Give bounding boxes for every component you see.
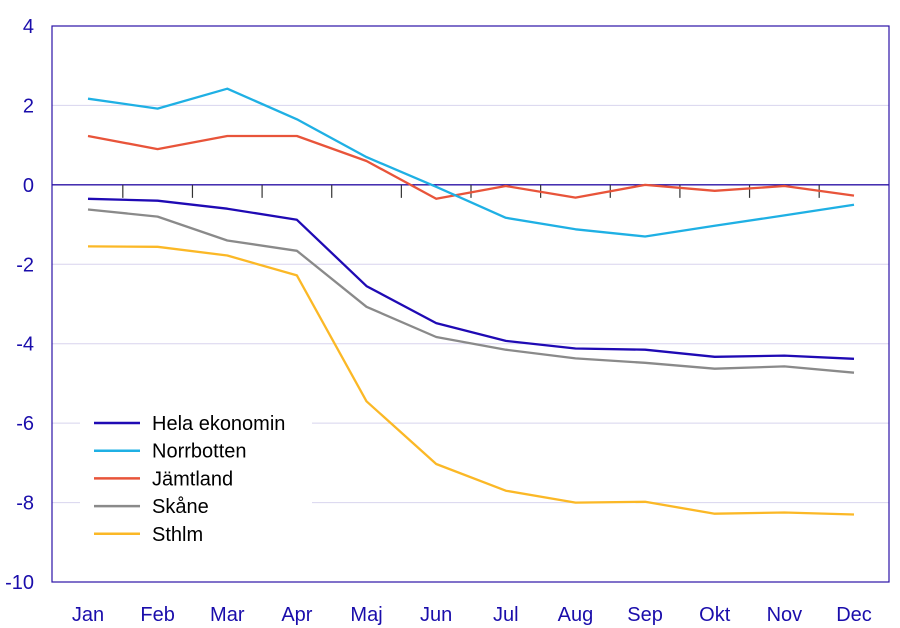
series-line-norrbotten <box>87 87 855 238</box>
y-tick-label: 4 <box>23 16 34 38</box>
x-tick-label: Mar <box>210 604 245 626</box>
x-tick-label: Maj <box>350 604 382 626</box>
legend-label: Jämtland <box>152 468 233 490</box>
y-tick-label: 2 <box>23 95 34 117</box>
x-tick-label: Aug <box>558 604 594 626</box>
y-tick-label: -2 <box>16 254 34 276</box>
series-line-j-mtland <box>87 134 855 200</box>
x-tick-label: Sep <box>627 604 663 626</box>
plot-frame <box>51 25 890 583</box>
series-lines <box>87 87 855 516</box>
y-tick-label: -8 <box>16 493 34 515</box>
y-tick-label: -4 <box>16 334 34 356</box>
x-tick-label: Dec <box>836 604 872 626</box>
legend-label: Sthlm <box>152 524 203 546</box>
x-tick-label: Jan <box>72 604 104 626</box>
y-tick-label: 0 <box>23 175 34 197</box>
y-axis-tick-labels: 4 2 0 -2 -4 -6 -8 -10 <box>5 16 34 594</box>
series-line-sthlm <box>87 245 855 516</box>
legend-label: Norrbotten <box>152 441 247 463</box>
x-tick-label: Jul <box>493 604 519 626</box>
x-tick-label: Jun <box>420 604 452 626</box>
y-tick-label: -10 <box>5 572 34 594</box>
x-tick-label: Okt <box>699 604 731 626</box>
legend-label: Hela ekonomin <box>152 413 285 435</box>
y-tick-label: -6 <box>16 413 34 435</box>
series-line-hela-ekonomin <box>87 197 855 360</box>
x-axis-tick-labels: Jan Feb Mar Apr Maj Jun Jul Aug Sep Okt Nov Dec <box>72 604 872 626</box>
x-tick-label: Feb <box>140 604 174 626</box>
legend-label: Skåne <box>152 496 209 518</box>
legend-background <box>80 402 312 552</box>
x-tick-label: Apr <box>281 604 312 626</box>
legend: Hela ekonomin Norrbotten Jämtland Skåne Sthl… <box>80 402 312 552</box>
x-tick-label: Nov <box>767 604 803 626</box>
series-line-sk-ne <box>87 208 855 374</box>
